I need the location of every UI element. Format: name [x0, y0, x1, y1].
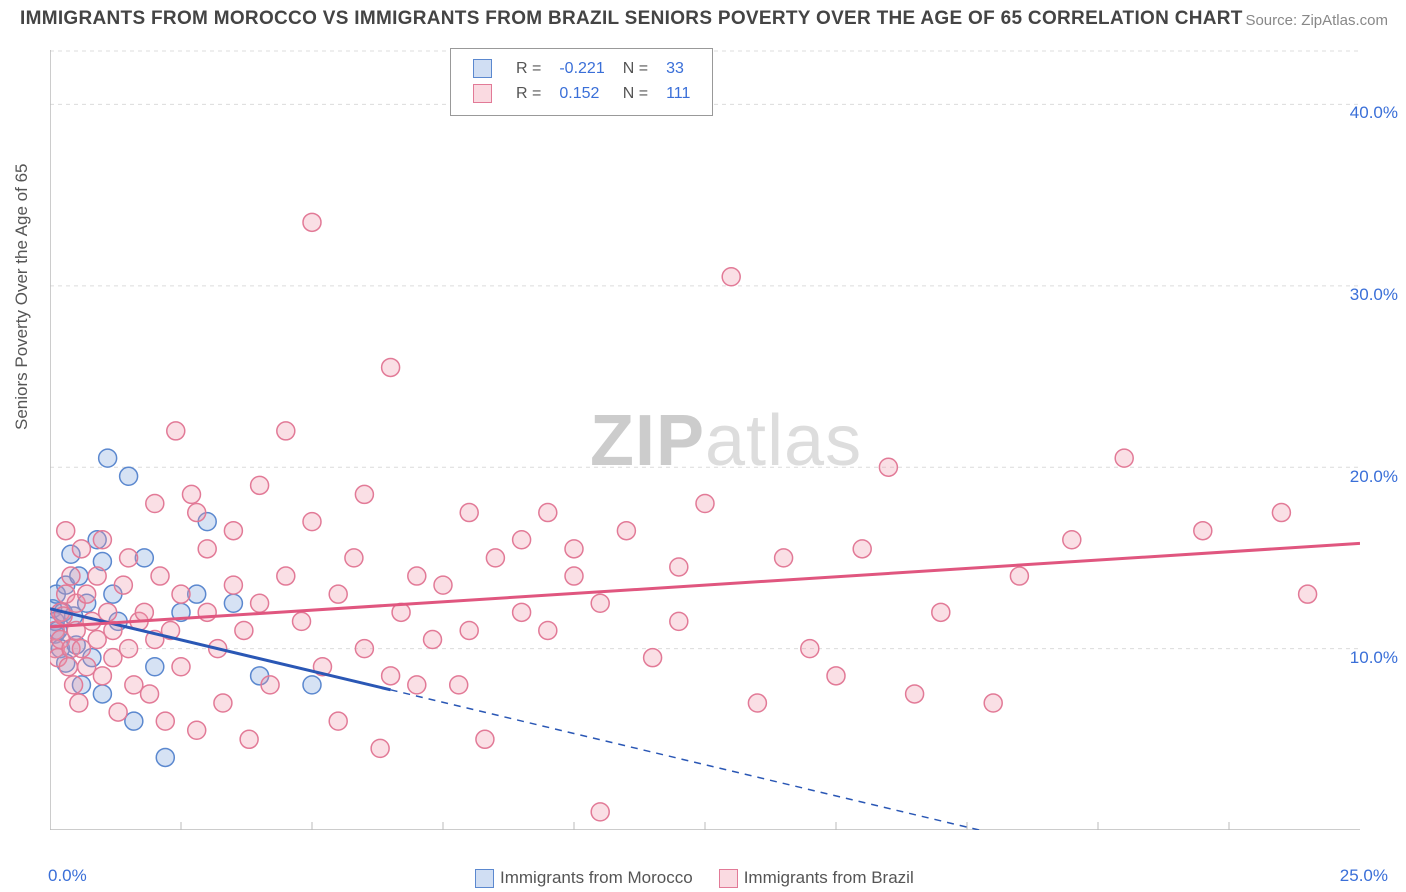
xtick-0: 0.0% — [48, 866, 87, 886]
figure: IMMIGRANTS FROM MOROCCO VS IMMIGRANTS FR… — [0, 0, 1406, 892]
legend-swatch-pink-icon — [473, 84, 492, 103]
n-value-morocco: 33 — [658, 57, 698, 80]
ytick-10: 10.0% — [1350, 648, 1398, 668]
legend-swatch-pink-icon — [719, 869, 738, 888]
source-credit: Source: ZipAtlas.com — [1245, 12, 1388, 29]
n-label: N = — [615, 82, 656, 105]
ytick-20: 20.0% — [1350, 467, 1398, 487]
legend-swatch-blue-icon — [475, 869, 494, 888]
r-value-morocco: -0.221 — [551, 57, 612, 80]
xtick-25: 25.0% — [1340, 866, 1388, 886]
legend-swatch-blue-icon — [473, 59, 492, 78]
n-label: N = — [615, 57, 656, 80]
r-value-brazil: 0.152 — [551, 82, 612, 105]
correlation-legend: R = -0.221 N = 33 R = 0.152 N = 111 — [450, 48, 713, 116]
legend-item-morocco: Immigrants from Morocco — [475, 868, 693, 888]
chart-title: IMMIGRANTS FROM MOROCCO VS IMMIGRANTS FR… — [20, 8, 1243, 30]
legend-item-brazil: Immigrants from Brazil — [719, 868, 914, 888]
n-value-brazil: 111 — [658, 82, 698, 105]
legend-label: Immigrants from Morocco — [500, 868, 693, 887]
scatter-plot — [50, 50, 1360, 830]
ytick-40: 40.0% — [1350, 103, 1398, 123]
r-label: R = — [508, 82, 549, 105]
series-legend: Immigrants from Morocco Immigrants from … — [475, 868, 914, 888]
legend-label: Immigrants from Brazil — [744, 868, 914, 887]
r-label: R = — [508, 57, 549, 80]
y-axis-label: Seniors Poverty Over the Age of 65 — [12, 164, 32, 430]
ytick-30: 30.0% — [1350, 285, 1398, 305]
